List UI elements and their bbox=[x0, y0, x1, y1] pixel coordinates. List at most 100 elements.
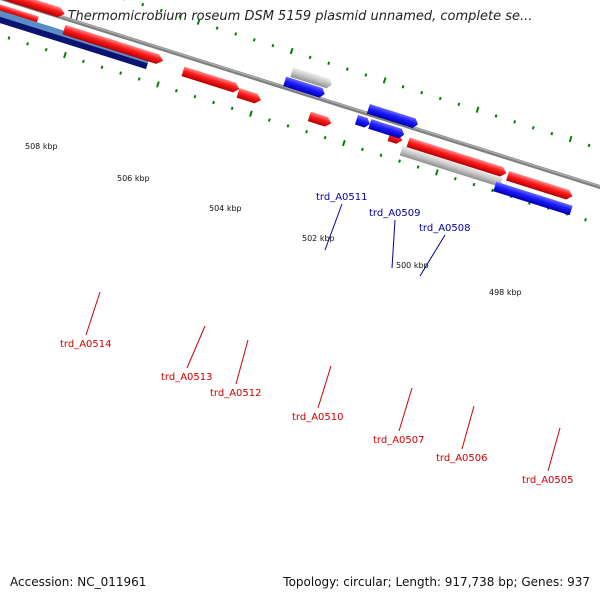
gene-arrow-trd_A0511-blue[interactable] bbox=[283, 76, 326, 99]
kbp-label-504: 504 kbp bbox=[209, 204, 242, 213]
minor-tick bbox=[174, 89, 178, 93]
gene-label-trd_A0514[interactable]: trd_A0514 bbox=[60, 339, 112, 350]
gene-arrow-trd_A0514[interactable] bbox=[0, 0, 66, 19]
minor-tick bbox=[26, 42, 30, 46]
minor-tick bbox=[327, 61, 331, 65]
gene-leader-line bbox=[186, 325, 206, 369]
kbp-label-502: 502 kbp bbox=[302, 234, 335, 243]
minor-tick bbox=[159, 8, 163, 13]
minor-tick bbox=[230, 106, 234, 111]
gene-arrow-trd_A0508a[interactable] bbox=[354, 114, 371, 129]
minor-tick bbox=[141, 2, 145, 7]
gene-arrow-trd_A0506[interactable] bbox=[406, 137, 508, 179]
minor-tick bbox=[438, 96, 442, 101]
minor-tick bbox=[305, 130, 308, 134]
minor-tick bbox=[513, 120, 517, 124]
minor-tick bbox=[215, 26, 219, 30]
gene-leader-line bbox=[461, 405, 475, 450]
minor-tick bbox=[457, 102, 461, 107]
minor-tick bbox=[379, 153, 383, 157]
minor-tick bbox=[267, 118, 271, 122]
gene-leader-line bbox=[547, 427, 561, 472]
outer-tick-ring bbox=[122, 0, 591, 148]
gene-arrow-trd_A0508[interactable] bbox=[368, 119, 405, 139]
minor-tick bbox=[364, 73, 368, 77]
plasmid-backbone bbox=[0, 0, 600, 217]
minor-tick bbox=[81, 59, 85, 64]
minor-tick bbox=[7, 36, 11, 40]
gene-arrow-trd_A0510[interactable] bbox=[307, 111, 333, 128]
gene-leader-line bbox=[317, 365, 332, 409]
minor-tick bbox=[212, 100, 215, 105]
major-tick bbox=[289, 47, 294, 55]
minor-tick bbox=[137, 77, 141, 81]
gene-arrow-trd_A0512[interactable] bbox=[236, 88, 263, 105]
feature-bar-lightblue bbox=[0, 0, 150, 65]
gene-label-trd_A0510[interactable]: trd_A0510 bbox=[292, 412, 344, 423]
minor-tick bbox=[420, 90, 424, 95]
minor-tick bbox=[531, 126, 535, 130]
gene-label-trd_A0508[interactable]: trd_A0508 bbox=[419, 223, 471, 234]
minor-tick bbox=[416, 165, 420, 169]
major-tick bbox=[156, 81, 160, 88]
minor-tick bbox=[44, 47, 48, 52]
topology-summary: Topology: circular; Length: 917,738 bp; … bbox=[283, 575, 590, 589]
gene-label-trd_A0506[interactable]: trd_A0506 bbox=[436, 453, 488, 464]
gene-label-trd_A0512[interactable]: trd_A0512 bbox=[210, 388, 262, 399]
minor-tick bbox=[323, 135, 327, 140]
gene-label-trd_A0511[interactable]: trd_A0511 bbox=[316, 192, 368, 203]
gene-bar-pseudo[interactable] bbox=[399, 145, 503, 187]
gene-leader-line bbox=[391, 219, 396, 269]
gene-leader-line bbox=[235, 339, 249, 385]
minor-tick bbox=[587, 143, 591, 148]
gene-bar-reverse[interactable] bbox=[493, 181, 573, 216]
major-tick bbox=[63, 51, 67, 59]
major-tick bbox=[435, 169, 439, 176]
major-tick bbox=[342, 139, 346, 147]
feature-bar-red bbox=[0, 0, 39, 24]
gene-label-trd_A0513[interactable]: trd_A0513 bbox=[161, 372, 213, 383]
feature-bar-navy bbox=[0, 6, 148, 70]
gene-arrow-trd_A0513[interactable] bbox=[181, 66, 241, 94]
major-tick bbox=[249, 110, 253, 117]
minor-tick bbox=[100, 65, 104, 70]
minor-tick bbox=[286, 124, 290, 128]
kbp-label-508: 508 kbp bbox=[25, 142, 58, 151]
gene-arrow-trd_A0505[interactable] bbox=[506, 171, 574, 201]
minor-tick bbox=[252, 38, 256, 42]
gene-leader-line bbox=[324, 203, 343, 251]
inner-tick-ring bbox=[7, 36, 587, 222]
minor-tick bbox=[472, 182, 476, 187]
minor-tick bbox=[584, 218, 587, 222]
gene-arrow-trd_A0509[interactable] bbox=[366, 104, 420, 129]
minor-tick bbox=[550, 131, 554, 136]
minor-tick bbox=[234, 32, 238, 36]
gene-label-trd_A0505[interactable]: trd_A0505 bbox=[522, 475, 574, 486]
kbp-label-506: 506 kbp bbox=[117, 174, 150, 183]
major-tick bbox=[196, 18, 201, 25]
gene-leader-line bbox=[398, 387, 413, 432]
minor-tick bbox=[491, 188, 494, 193]
minor-tick bbox=[494, 114, 498, 118]
minor-tick bbox=[360, 147, 364, 152]
major-tick bbox=[568, 135, 573, 143]
major-tick bbox=[475, 106, 480, 113]
gene-arrow-trd_A0514b[interactable] bbox=[62, 24, 165, 66]
minor-tick bbox=[453, 176, 457, 181]
gene-leader-line bbox=[85, 291, 101, 336]
gene-label-trd_A0509[interactable]: trd_A0509 bbox=[369, 208, 421, 219]
minor-tick bbox=[308, 55, 312, 60]
kbp-label-498: 498 kbp bbox=[489, 288, 522, 297]
major-tick bbox=[382, 77, 387, 84]
minor-tick bbox=[119, 71, 122, 75]
gene-leader-line bbox=[419, 234, 446, 277]
map-title: Thermomicrobium roseum DSM 5159 plasmid … bbox=[67, 9, 533, 24]
plasmid-backbone-highlight bbox=[0, 0, 600, 215]
gene-label-trd_A0507[interactable]: trd_A0507 bbox=[373, 435, 425, 446]
gene-arrow-trd_A0511[interactable] bbox=[290, 67, 333, 89]
minor-tick bbox=[193, 94, 197, 99]
minor-tick bbox=[178, 14, 182, 19]
minor-tick bbox=[345, 67, 349, 71]
accession-text: Accession: NC_011961 bbox=[10, 575, 147, 589]
